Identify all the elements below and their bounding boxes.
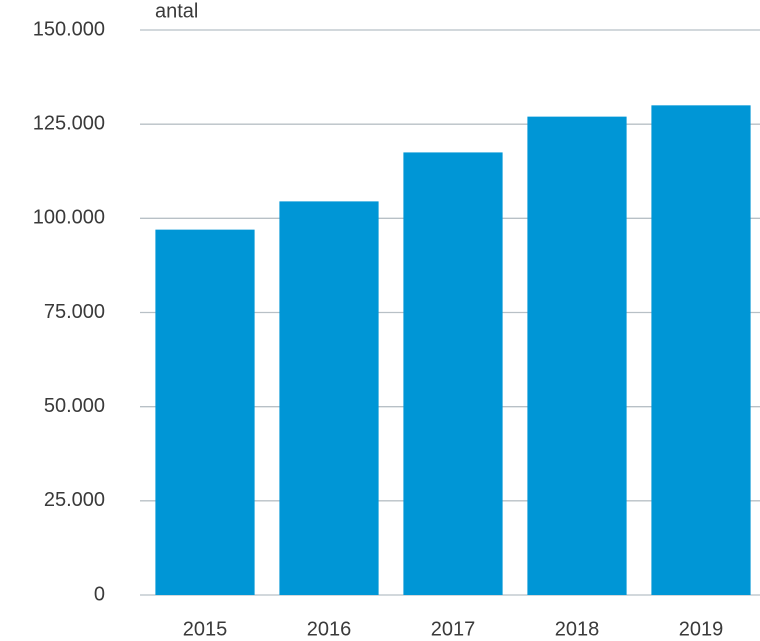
- y-tick-label: 50.000: [44, 395, 105, 417]
- y-tick-label: 125.000: [33, 112, 105, 134]
- bar: [527, 116, 627, 595]
- x-tick-label: 2019: [679, 618, 724, 640]
- x-tick-label: 2016: [307, 618, 352, 640]
- bar: [651, 105, 751, 595]
- y-tick-label: 0: [94, 583, 105, 605]
- bar: [279, 201, 379, 595]
- y-axis-label: antal: [155, 0, 198, 22]
- y-tick-label: 100.000: [33, 207, 105, 229]
- bar: [403, 152, 503, 595]
- y-tick-label: 25.000: [44, 489, 105, 511]
- y-tick-label: 150.000: [33, 18, 105, 40]
- x-tick-label: 2018: [555, 618, 600, 640]
- bar: [155, 229, 255, 595]
- y-tick-label: 75.000: [44, 301, 105, 323]
- x-tick-label: 2017: [431, 618, 476, 640]
- x-tick-label: 2015: [183, 618, 228, 640]
